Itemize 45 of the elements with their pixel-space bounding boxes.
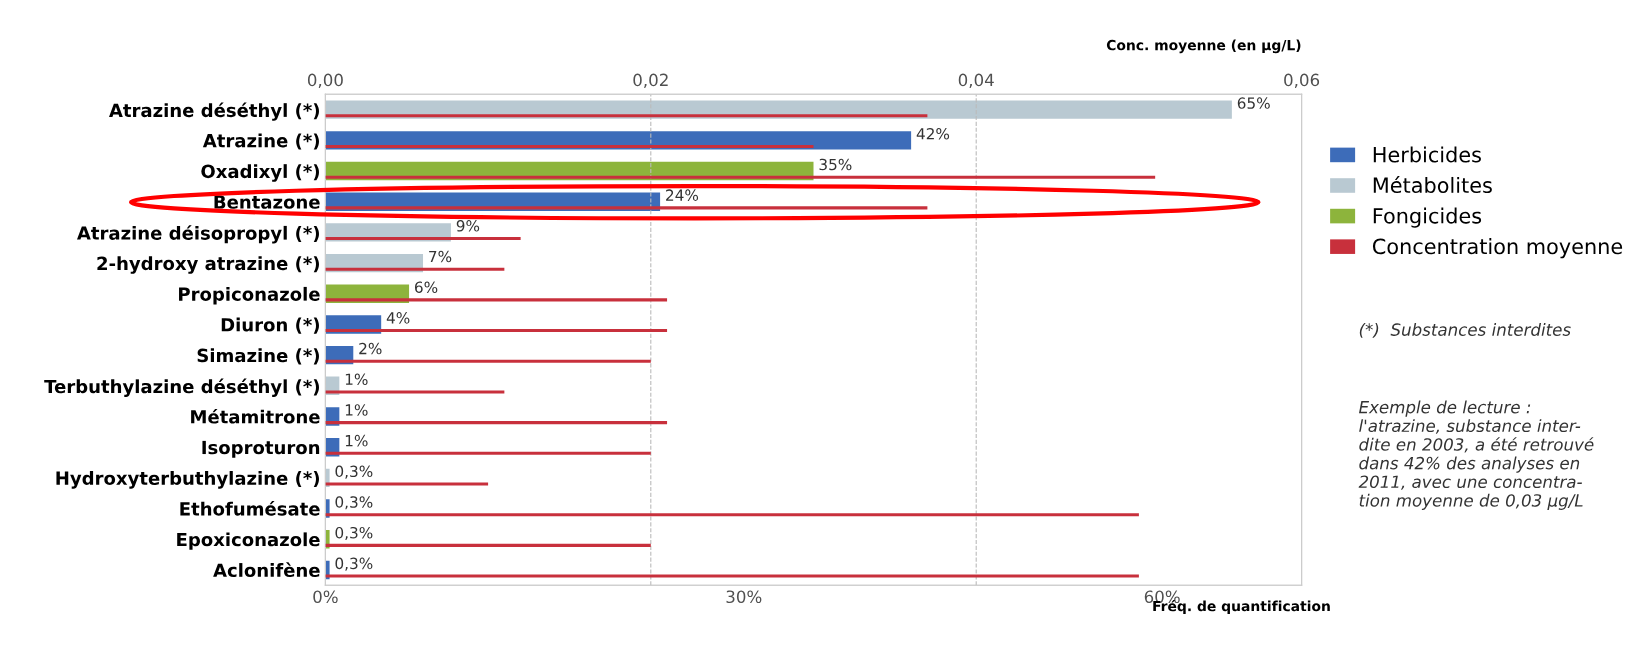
y-tick-label: Terbuthylazine déséthyl (*)	[44, 378, 319, 397]
data-label: 65%	[1237, 97, 1270, 109]
x2-axis-title: Conc. moyenne (en µg/L)	[1106, 39, 1301, 54]
x-tick-label: 30%	[726, 590, 762, 604]
legend-label: Herbicides	[1373, 146, 1481, 163]
y-tick-label: Epoxiconazole	[177, 532, 320, 550]
y-tick-label: Diuron (*)	[221, 317, 319, 334]
legend-label: Concentration moyenne	[1372, 238, 1623, 259]
text: (*) Substances interdites	[1359, 323, 1571, 338]
data-label: 1%	[345, 404, 368, 416]
data-label: 9%	[456, 220, 480, 232]
x2-tick-label: 0,00	[307, 73, 343, 88]
y-tick-label: Bentazone	[214, 195, 320, 209]
y-tick-label: Atrazine déséthyl (*)	[109, 102, 319, 121]
y-tick-label: Atrazine (*)	[202, 133, 319, 150]
y-tick-label: Oxadixyl (*)	[201, 164, 319, 182]
y-tick-label: Métamitrone	[191, 408, 320, 424]
data-label: 2%	[359, 342, 382, 355]
legend-label: Métabolites	[1373, 176, 1492, 194]
legend-label: Fongicides	[1373, 207, 1482, 228]
x-tick-label: 0%	[313, 590, 338, 604]
data-label: 42%	[916, 128, 950, 140]
x2-tick-label: 0,02	[633, 73, 668, 88]
y-tick-label: 2-hydroxy atrazine (*)	[97, 256, 319, 274]
y-tick-label: Ethofumésate	[180, 500, 320, 516]
y-tick-label: Propiconazole	[179, 286, 320, 305]
y-tick-label: Aclonifène	[213, 562, 320, 578]
y-tick-label: Atrazine déisopropyl (*)	[76, 225, 319, 244]
data-label: 1%	[345, 373, 368, 386]
data-label: 0,3%	[335, 496, 373, 510]
y-tick-label: Simazine (*)	[197, 348, 319, 365]
data-label: 0,3%	[335, 526, 373, 541]
data-label: 6%	[415, 281, 438, 293]
data-label: 0,3%	[335, 557, 373, 571]
data-label: 24%	[666, 189, 699, 201]
data-label: 1%	[345, 434, 368, 447]
data-label: 4%	[386, 312, 410, 324]
x2-tick-label: 0,04	[958, 73, 994, 88]
text: Exemple de lecture : l'atrazine, substance inter- dite en 2003, a été retrouvé dans 42% des analyses en 2011, avec une concentra- tion moyenne de 0,03 µg/L	[1358, 400, 1594, 510]
y-tick-label: Hydroxyterbuthylazine (*)	[56, 471, 319, 489]
x2-tick-label: 0,06	[1284, 73, 1320, 88]
data-label: 7%	[429, 250, 452, 263]
y-tick-label: Isoproturon	[202, 440, 320, 458]
data-label: 0,3%	[335, 465, 373, 479]
data-label: 35%	[819, 158, 852, 171]
